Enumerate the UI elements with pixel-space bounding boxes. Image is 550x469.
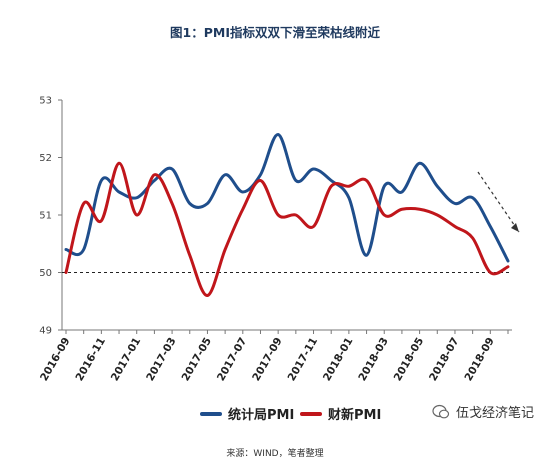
legend-item-series-2: 财新PMI — [300, 404, 381, 423]
legend: 统计局PMI 财新PMI — [0, 404, 550, 428]
legend-swatch-series-1 — [200, 411, 222, 416]
x-tick-label: 2017-11 — [286, 336, 320, 384]
chat-bubble-icon — [432, 404, 450, 418]
x-tick-label: 2018-09 — [462, 336, 496, 384]
x-tick-label: 2018-03 — [356, 336, 390, 384]
x-axis: 2016-09 2016-11 2017-01 2017-03 2017-05 2017-… — [38, 329, 512, 384]
y-tick-label: 50 — [39, 268, 52, 279]
y-tick-label: 49 — [39, 326, 52, 337]
source-note: 来源：WIND，笔者整理 — [226, 449, 324, 459]
x-tick-label: 2016-11 — [73, 336, 107, 384]
trend-arrow-head — [511, 223, 519, 232]
chart-title: 图1：PMI指标双双下滑至荣枯线附近 — [170, 25, 380, 40]
y-tick-label: 51 — [39, 211, 52, 222]
legend-item-series-1: 统计局PMI — [200, 404, 294, 423]
x-tick-label: 2017-05 — [180, 336, 214, 384]
x-tick-label: 2017-01 — [109, 336, 143, 384]
y-axis: 49 50 51 52 53 — [39, 96, 63, 337]
series-group — [64, 133, 510, 297]
trend-arrow-group — [477, 171, 520, 233]
series-line-2 — [64, 161, 510, 297]
x-tick-label: 2018-05 — [392, 336, 426, 384]
trend-arrow-line — [477, 171, 520, 233]
watermark: 伍戈经济笔记 — [432, 402, 534, 421]
x-tick-label: 2017-09 — [250, 336, 284, 384]
watermark-text: 伍戈经济笔记 — [455, 406, 534, 421]
y-tick-label: 52 — [39, 153, 52, 164]
legend-label-series-1: 统计局PMI — [228, 408, 295, 423]
legend-swatch-series-2 — [300, 411, 322, 416]
x-tick-label: 2018-01 — [321, 336, 355, 384]
legend-label-series-2: 财新PMI — [328, 408, 382, 423]
x-tick-label: 2017-03 — [144, 336, 178, 384]
y-tick-label: 53 — [39, 96, 52, 107]
x-tick-label: 2018-07 — [427, 336, 461, 384]
x-tick-label: 2016-09 — [38, 336, 72, 384]
series-line-1 — [64, 133, 510, 263]
x-tick-label: 2017-07 — [215, 336, 249, 384]
